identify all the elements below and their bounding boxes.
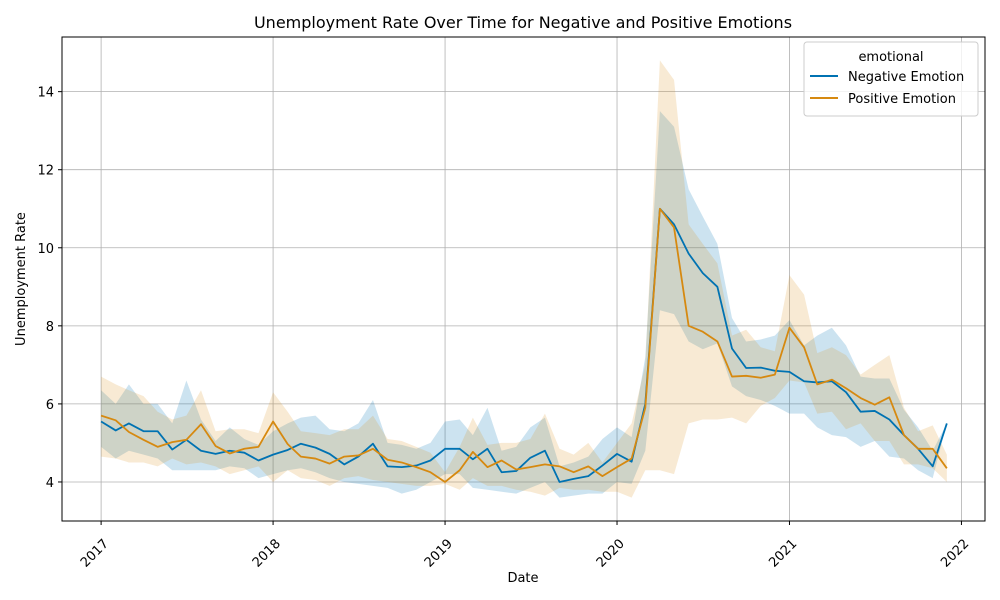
legend-label-positive-emotion: Positive Emotion xyxy=(848,92,956,107)
x-axis-title: Date xyxy=(507,571,538,586)
series-line-negative-emotion xyxy=(100,207,948,483)
axes-frame xyxy=(61,36,986,522)
y-tick-label: 4 xyxy=(46,476,54,491)
y-tick-label: 6 xyxy=(46,398,54,413)
legend-box xyxy=(803,41,979,117)
legend: emotional Negative Emotion Positive Emot… xyxy=(803,41,979,117)
legend-title: emotional xyxy=(858,50,923,65)
y-tick-label: 8 xyxy=(46,320,54,335)
y-axis-title: Unemployment Rate xyxy=(14,212,29,346)
legend-label-negative-emotion: Negative Emotion xyxy=(848,70,964,85)
y-tick-label: 12 xyxy=(37,164,54,179)
series-line-positive-emotion xyxy=(100,207,948,483)
confidence-band-negative-emotion xyxy=(101,111,947,498)
confidence-band-positive-emotion xyxy=(101,60,947,498)
y-tick-label: 10 xyxy=(37,242,54,257)
y-tick-label: 14 xyxy=(37,86,54,101)
chart-title: Unemployment Rate Over Time for Negative… xyxy=(254,13,792,32)
